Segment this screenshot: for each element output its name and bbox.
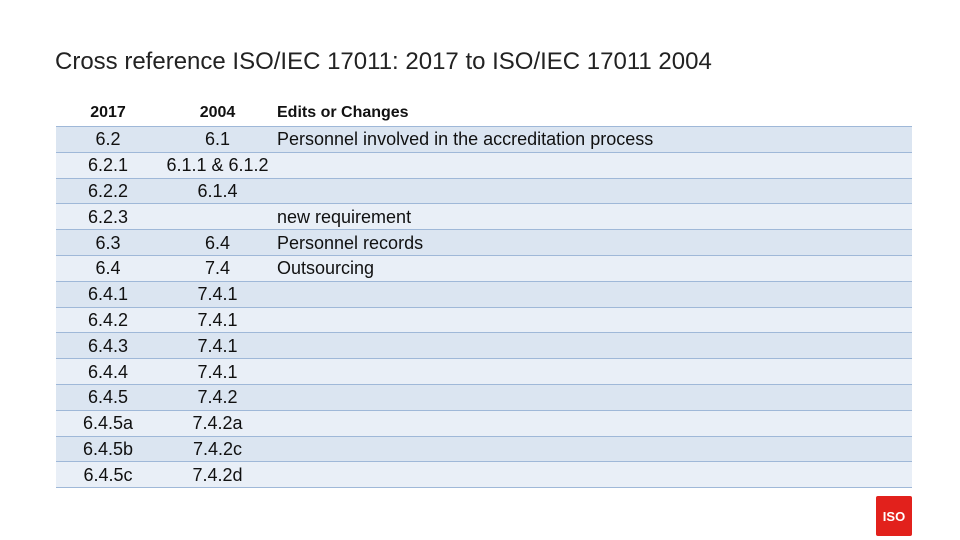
table-body: 6.2 6.1 Personnel involved in the accredit… <box>56 126 912 489</box>
table-cell: 6.4 <box>160 229 275 256</box>
table-cell: 7.4.2c <box>160 435 275 463</box>
table-cell: 7.4.2d <box>160 461 275 489</box>
table-cell <box>275 383 912 411</box>
table-cell: 7.4.1 <box>160 306 275 334</box>
table-cell: 6.4.5a <box>56 409 160 437</box>
table-cell: 7.4.2 <box>160 383 275 411</box>
table-cell <box>275 409 912 437</box>
column-header: 2004 <box>160 100 275 127</box>
table-cell: 7.4.1 <box>160 332 275 360</box>
table-cell: 7.4.1 <box>160 280 275 308</box>
table-row: 6.2.3 new requirement <box>56 203 912 231</box>
table-cell: 7.4.1 <box>160 358 275 385</box>
table-cell: 6.2 <box>56 126 160 153</box>
table-cell: 6.4.5b <box>56 435 160 463</box>
table-cell: 6.4 <box>56 254 160 282</box>
table-cell: new requirement <box>275 203 912 231</box>
slide-title: Cross reference ISO/IEC 17011: 2017 to I… <box>55 48 712 75</box>
table-cell: 6.4.5c <box>56 461 160 489</box>
table-row: 6.4.3 7.4.1 <box>56 332 912 360</box>
iso-logo: ISO <box>876 496 912 536</box>
table-row: 6.4.1 7.4.1 <box>56 280 912 308</box>
table-row: 6.4.4 7.4.1 <box>56 358 912 385</box>
table-cell <box>275 435 912 463</box>
table-row: 6.2.1 6.1.1 & 6.1.2 <box>56 151 912 179</box>
table-row: 6.2.2 6.1.4 <box>56 177 912 205</box>
table-cell <box>275 280 912 308</box>
table-cell: Personnel records <box>275 229 912 256</box>
table-cell: 6.4.4 <box>56 358 160 385</box>
table-cell <box>160 203 275 231</box>
column-header: Edits or Changes <box>275 100 912 127</box>
table-cell <box>275 358 912 385</box>
table-cell <box>275 151 912 179</box>
header-row: 2017 2004 Edits or Changes <box>56 100 912 127</box>
table-cell: Personnel involved in the accreditation … <box>275 126 912 153</box>
table-row: 6.3 6.4 Personnel records <box>56 229 912 256</box>
table-cell: 6.2.3 <box>56 203 160 231</box>
table-cell: 7.4.2a <box>160 409 275 437</box>
table-row: 6.4.5 7.4.2 <box>56 383 912 411</box>
table-cell: 6.1.1 & 6.1.2 <box>160 151 275 179</box>
table-cell <box>275 306 912 334</box>
table-row: 6.4.5a 7.4.2a <box>56 409 912 437</box>
table-cell: 6.1 <box>160 126 275 153</box>
table-cell: 6.3 <box>56 229 160 256</box>
table-cell: Outsourcing <box>275 254 912 282</box>
table-row: 6.4 7.4 Outsourcing <box>56 254 912 282</box>
table-row: 6.4.5c 7.4.2d <box>56 461 912 489</box>
table-cell: 6.2.1 <box>56 151 160 179</box>
table-cell: 7.4 <box>160 254 275 282</box>
table-cell: 6.2.2 <box>56 177 160 205</box>
table-cell: 6.1.4 <box>160 177 275 205</box>
table-cell: 6.4.2 <box>56 306 160 334</box>
table-cell: 6.4.5 <box>56 383 160 411</box>
table-row: 6.4.5b 7.4.2c <box>56 435 912 463</box>
table-cell <box>275 332 912 360</box>
table-row: 6.4.2 7.4.1 <box>56 306 912 334</box>
table-cell <box>275 461 912 489</box>
table-cell <box>275 177 912 205</box>
table-cell: 6.4.1 <box>56 280 160 308</box>
column-header: 2017 <box>56 100 160 127</box>
cross-reference-table: 2017 2004 Edits or Changes 6.2 6.1 Personnel… <box>56 100 912 489</box>
table-cell: 6.4.3 <box>56 332 160 360</box>
table-row: 6.2 6.1 Personnel involved in the accredit… <box>56 126 912 153</box>
